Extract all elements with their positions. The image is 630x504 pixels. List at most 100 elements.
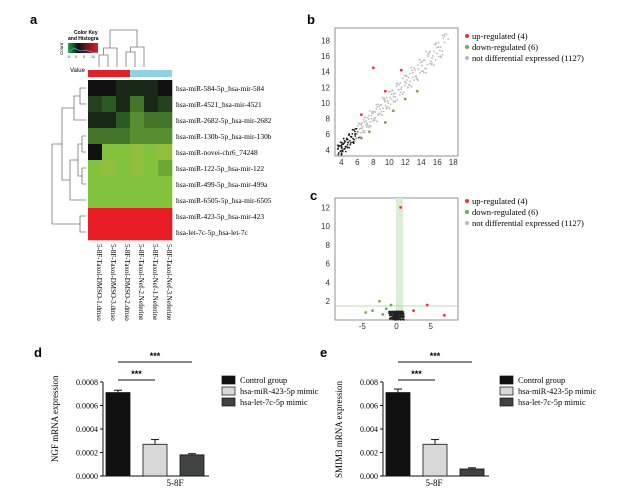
color-key: Color Key and Histogra Count -5 0 5 10 V… — [59, 30, 99, 74]
heatmap-cell — [130, 96, 145, 113]
scatter-b-point-nde — [441, 53, 444, 56]
scatter-c-legend-label: up-regulated (4) — [472, 196, 528, 206]
scatter-b-point-nde — [409, 72, 411, 75]
scatter-c-point-down — [378, 299, 381, 303]
scatter-c-y-tick: 10 — [321, 222, 330, 231]
scatter-b-point-up — [371, 66, 375, 70]
scatter-b-point-nde — [411, 72, 414, 74]
scatter-b-point-nde — [437, 46, 440, 49]
scatter-b-point-nde — [432, 54, 434, 57]
scatter-b-point-nde — [412, 76, 414, 79]
scatter-c-point-nde — [392, 314, 395, 317]
color-key-tick-1: -5 — [67, 55, 70, 59]
scatter-c-points — [364, 205, 446, 321]
bar-e-sig-label-1: *** — [411, 369, 422, 379]
scatter-b-point-nde — [348, 133, 351, 136]
scatter-b-point-nde — [436, 52, 438, 55]
bar-d-y-tick-label: 0.0008 — [76, 378, 98, 387]
scatter-b-point-nde — [418, 58, 421, 61]
bar-d-legend-swatch — [221, 397, 236, 407]
scatter-b-point-nde — [362, 118, 365, 121]
heatmap-cell — [102, 176, 117, 193]
scatter-c-legend: up-regulated (4)down-regulated (6)not di… — [465, 196, 584, 228]
scatter-b-point-nde — [361, 127, 364, 130]
scatter-b-point-nde — [389, 96, 392, 99]
scatter-b-point-nde — [443, 33, 446, 36]
scatter-c-point-nde — [393, 310, 396, 313]
scatter-b-point-up — [359, 113, 363, 117]
heatmap-column-label: 5-8F-Taxol-Nef-2.Neferine — [137, 244, 145, 320]
scatter-b-point-nde — [427, 54, 429, 56]
heatmap-cell — [88, 144, 103, 161]
heatmap-cell — [116, 112, 131, 129]
panel-label-b: b — [307, 12, 315, 27]
scatter-b-point-nde — [350, 136, 353, 138]
heatmap-column-label: 5-8F-Taxol-DMSO-3.dmso — [109, 244, 117, 321]
scatter-b-point-nde — [345, 145, 348, 148]
scatter-b-y-tick: 10 — [321, 99, 330, 108]
bar-d-ylabel: NGF mRNA expression — [50, 375, 60, 462]
heatmap-cell — [158, 144, 173, 161]
heatmap-cell — [116, 80, 131, 97]
scatter-c-point-down — [371, 309, 374, 313]
scatter-b-point-nde — [387, 102, 390, 104]
heatmap-cell — [88, 208, 103, 225]
scatter-c-point-nde — [395, 310, 398, 313]
scatter-b-point-nde — [420, 64, 423, 67]
heatmap-cell — [130, 160, 145, 177]
scatter-c-legend-marker — [465, 221, 469, 225]
bar-d-bar — [142, 443, 168, 477]
scatter-b-point-nde — [396, 98, 399, 101]
scatter-b-point-nde — [354, 127, 357, 130]
scatter-b-point-nde — [383, 97, 386, 100]
scatter-b-point-nde — [397, 88, 400, 91]
scatter-b-point-nde — [349, 143, 352, 146]
bar-d-legend-label: hsa-miR-423-5p mimic — [240, 387, 319, 396]
scatter-b-x-tick: 4 — [339, 158, 344, 167]
heatmap-row-label: hsa-miR-4521_hsa-mir-4521 — [176, 100, 262, 109]
bar-e-sig-label-2: *** — [430, 351, 441, 361]
scatter-c-point-nde — [397, 314, 400, 317]
scatter-c-point-nde — [400, 313, 403, 316]
bar-e-legend-label: Control group — [518, 376, 565, 385]
scatter-b-point-nde — [382, 107, 384, 110]
scatter-b-point-nde — [357, 130, 360, 133]
heatmap-cell — [144, 192, 159, 209]
group-bar-dmso — [88, 70, 130, 77]
scatter-c-point-nde — [389, 318, 392, 320]
color-key-tick-4: 10 — [91, 55, 95, 59]
scatter-b-point-nde — [434, 59, 437, 61]
scatter-c-y-tick: 4 — [326, 278, 331, 287]
bar-e-y-tick-label: 0.002 — [360, 449, 378, 458]
scatter-b-point-nde — [422, 59, 425, 62]
heatmap-cell — [130, 208, 145, 225]
scatter-b-point-nde — [377, 112, 380, 115]
scatter-b-point-nde — [370, 114, 373, 117]
scatter-b-point-down — [383, 121, 387, 124]
bar-e-y-tick-label: 0.004 — [360, 425, 378, 434]
heatmap-cell — [158, 176, 173, 193]
scatter-b-point-nde — [438, 49, 441, 52]
scatter-b-point-nde — [402, 91, 405, 94]
scatter-b-point-nde — [416, 78, 419, 81]
scatter-b-point-nde — [342, 143, 344, 146]
color-key-tick-3: 5 — [83, 55, 85, 59]
heatmap-cell — [144, 208, 159, 225]
scatter-b-point-nde — [355, 137, 358, 139]
scatter-b-point-nde — [367, 126, 370, 129]
scatter-b-point-nde — [377, 114, 380, 117]
scatter-b-point-nde — [382, 110, 385, 113]
bar-e-legend-swatch — [499, 375, 514, 385]
heatmap-cell — [116, 160, 131, 177]
bar-e-y-tick-label: 0.006 — [360, 402, 378, 411]
scatter-b-point-nde — [441, 34, 444, 37]
scatter-c-point-down — [364, 311, 368, 314]
scatter-b-x-ticks: 4 6 8 10 12 14 16 18 — [339, 158, 458, 167]
scatter-c-point-nde — [402, 318, 405, 321]
scatter-b-point-nde — [351, 132, 354, 135]
scatter-b-point-nde — [348, 146, 351, 149]
scatter-b-point-nde — [346, 138, 349, 141]
scatter-b-y-ticks: 4 6 8 10 12 14 16 18 — [321, 36, 330, 154]
heatmap-cell — [116, 192, 131, 209]
scatter-b-y-tick: 12 — [321, 83, 330, 92]
